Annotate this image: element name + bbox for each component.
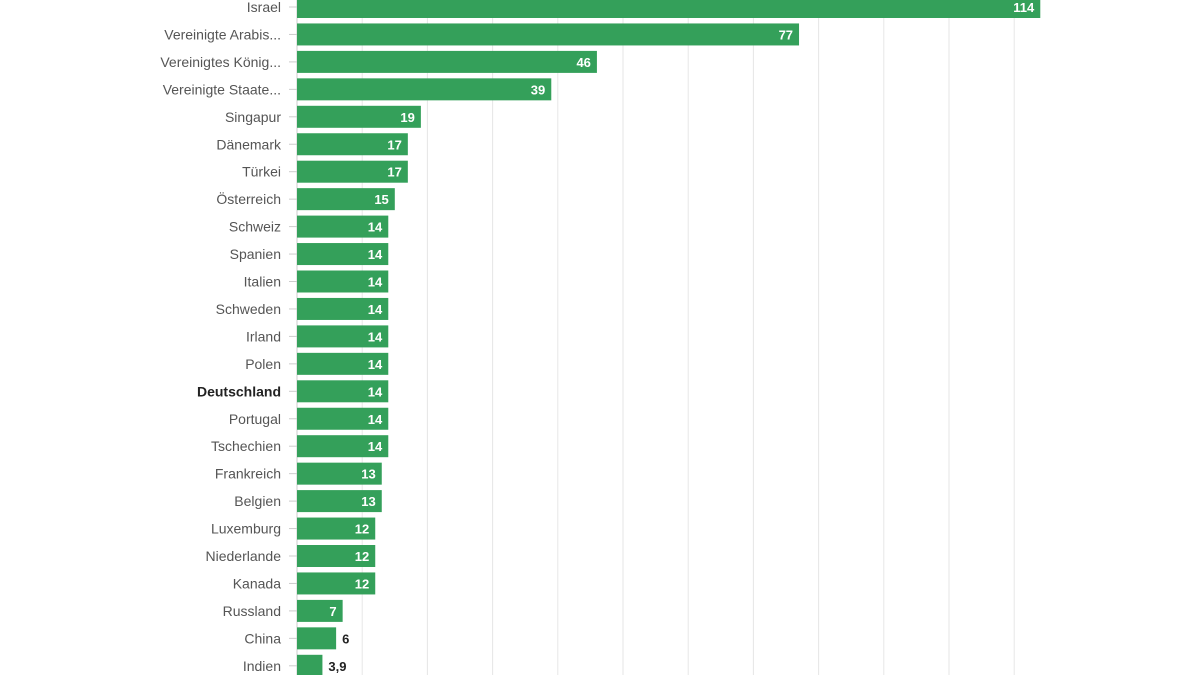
bar [297,78,552,101]
category-label: Vereinigtes König... [160,54,281,70]
bar [297,215,389,238]
category-label: Schweden [216,301,281,317]
bar [297,352,389,375]
bar [297,133,408,156]
bar [297,23,800,46]
bar [297,0,1041,18]
bar [297,50,597,73]
data-label: 7 [329,604,336,619]
data-label: 39 [531,82,545,97]
bar [297,243,389,266]
category-label: Türkei [242,164,281,180]
data-label: 12 [355,549,369,564]
bar [297,517,376,540]
bar [297,297,389,320]
bar [297,435,389,458]
category-label: Portugal [229,411,281,427]
data-label: 13 [361,494,375,509]
data-label: 15 [374,192,388,207]
data-label: 14 [368,384,383,399]
category-label: Vereinigte Arabis... [164,26,281,42]
data-label: 14 [368,329,383,344]
data-label: 17 [387,165,401,180]
category-label: Österreich [216,190,281,207]
data-label: 14 [368,220,383,235]
bar [297,572,376,595]
bar [297,462,382,485]
bar [297,599,343,622]
category-label: Dänemark [216,136,282,152]
category-label: Belgien [234,493,281,509]
bar [297,490,382,513]
category-label: Frankreich [215,466,281,482]
data-label: 17 [387,137,401,152]
data-label: 46 [576,55,590,70]
data-label: 14 [368,275,383,290]
data-label: 19 [400,110,414,125]
data-label: 12 [355,576,369,591]
category-label: Indien [243,658,281,674]
data-label: 14 [368,439,383,454]
data-label: 14 [368,412,383,427]
bar [297,270,389,293]
data-label: 14 [368,357,383,372]
data-label: 14 [368,247,383,262]
category-label: Vereinigte Staate... [163,81,281,97]
category-label: Italien [244,274,281,290]
bar [297,325,389,348]
category-label: Singapur [225,109,281,125]
bar [297,545,376,567]
data-label: 12 [355,522,369,537]
bar [297,654,323,675]
data-label: 3,9 [328,659,346,674]
bar [297,188,395,211]
category-label: Spanien [230,246,281,262]
bar [297,105,421,128]
bar [297,160,408,183]
category-label: Polen [245,356,281,372]
data-label: 6 [342,631,349,646]
category-label: Russland [223,603,281,619]
category-label: Deutschland [197,383,281,399]
bar [297,407,389,430]
data-label: 14 [368,302,383,317]
category-label: Israel [247,0,281,15]
bar [297,627,337,650]
category-label: Kanada [233,575,281,591]
category-label: Irland [246,328,281,344]
category-label: China [244,630,281,646]
data-label: 13 [361,467,375,482]
data-label: 77 [779,27,793,42]
category-label: Tschechien [211,438,281,454]
category-label: Niederlande [206,548,282,564]
data-label: 114 [1013,0,1035,15]
category-label: Schweiz [229,219,281,235]
category-label: Luxemburg [211,521,281,537]
bar [297,380,389,403]
